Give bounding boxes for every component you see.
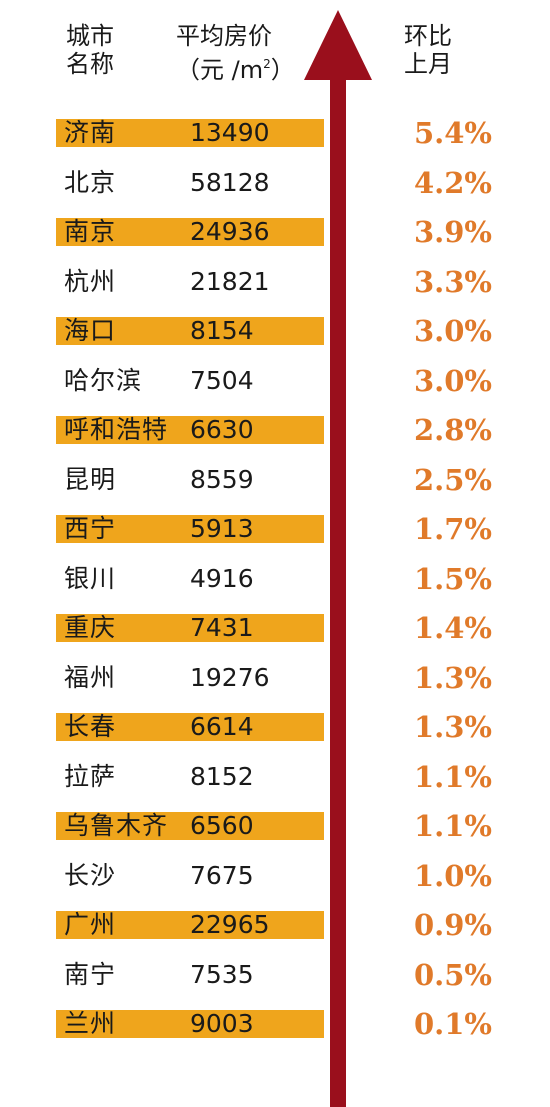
average-price-cell: 6560: [190, 811, 254, 840]
average-price-cell: 7535: [190, 959, 254, 989]
average-price-cell: 6614: [190, 712, 254, 741]
average-price-cell: 58128: [190, 167, 270, 197]
city-name-cell: 广州: [64, 910, 117, 939]
row-highlight-band: [56, 812, 324, 840]
header-price-superscript: 2: [263, 57, 271, 71]
month-change-cell: 0.1%: [413, 1007, 492, 1041]
month-change-cell: 1.4%: [413, 611, 492, 645]
arrow-head: [304, 10, 372, 1107]
city-name-cell: 济南: [64, 118, 117, 147]
month-change-cell: 4.2%: [413, 165, 492, 200]
average-price-cell: 21821: [190, 266, 270, 296]
city-name-cell: 长沙: [64, 860, 117, 890]
average-price-cell: 7675: [190, 860, 254, 890]
month-change-cell: 3.0%: [413, 363, 492, 398]
header-average-price: 平均房价 （元 /m2）: [176, 22, 295, 84]
average-price-cell: 8559: [190, 464, 254, 494]
header-city-line1: 城市: [66, 22, 114, 50]
month-change-cell: 2.8%: [413, 413, 492, 447]
header-price-close: ）: [270, 56, 295, 84]
average-price-cell: 13490: [190, 118, 270, 147]
month-change-cell: 2.5%: [413, 462, 492, 497]
month-change-cell: 0.9%: [413, 908, 492, 942]
header-price-unit: （元 /m: [176, 56, 264, 84]
month-change-cell: 5.4%: [413, 116, 492, 150]
header-change-line2: 上月: [404, 50, 452, 78]
header-price-line1: 平均房价: [176, 22, 272, 50]
city-name-cell: 银川: [64, 563, 117, 593]
month-change-cell: 0.5%: [413, 957, 492, 992]
city-name-cell: 北京: [64, 167, 117, 197]
city-name-cell: 拉萨: [64, 761, 117, 791]
row-highlight-band: [56, 416, 324, 444]
average-price-cell: 8154: [190, 316, 254, 345]
header-price-line2: （元 /m2）: [176, 50, 295, 84]
row-highlight-band: [56, 713, 324, 741]
average-price-cell: 4916: [190, 563, 254, 593]
month-change-cell: 1.3%: [413, 660, 492, 695]
average-price-cell: 5913: [190, 514, 254, 543]
city-name-cell: 昆明: [64, 464, 117, 494]
month-change-cell: 1.1%: [413, 759, 492, 794]
row-highlight-band: [56, 515, 324, 543]
month-change-cell: 1.3%: [413, 710, 492, 744]
month-change-cell: 1.0%: [413, 858, 492, 893]
city-name-cell: 海口: [64, 316, 117, 345]
row-highlight-band: [56, 1010, 324, 1038]
city-name-cell: 福州: [64, 662, 117, 692]
city-name-cell: 呼和浩特: [64, 415, 169, 444]
city-name-cell: 杭州: [64, 266, 117, 296]
city-name-cell: 兰州: [64, 1009, 117, 1038]
header-change-line1: 环比: [404, 22, 452, 50]
month-change-cell: 3.9%: [413, 215, 492, 249]
row-highlight-band: [56, 614, 324, 642]
average-price-cell: 6630: [190, 415, 254, 444]
header-month-change: 环比 上月: [404, 22, 452, 78]
average-price-cell: 19276: [190, 662, 270, 692]
average-price-cell: 9003: [190, 1009, 254, 1038]
city-name-cell: 南京: [64, 217, 117, 246]
city-name-cell: 西宁: [64, 514, 117, 543]
month-change-cell: 3.3%: [413, 264, 492, 299]
header-city-name: 城市 名称: [66, 22, 114, 78]
average-price-cell: 8152: [190, 761, 254, 791]
city-name-cell: 重庆: [64, 613, 117, 642]
row-highlight-band: [56, 119, 324, 147]
city-name-cell: 南宁: [64, 959, 117, 989]
city-name-cell: 哈尔滨: [64, 365, 143, 395]
month-change-cell: 1.7%: [413, 512, 492, 546]
row-highlight-band: [56, 317, 324, 345]
row-highlight-band: [56, 218, 324, 246]
month-change-cell: 1.5%: [413, 561, 492, 596]
city-name-cell: 长春: [64, 712, 117, 741]
average-price-cell: 7504: [190, 365, 254, 395]
month-change-cell: 3.0%: [413, 314, 492, 348]
month-change-cell: 1.1%: [413, 809, 492, 843]
average-price-cell: 22965: [190, 910, 270, 939]
header-city-line2: 名称: [66, 50, 114, 78]
average-price-cell: 7431: [190, 613, 254, 642]
row-highlight-band: [56, 911, 324, 939]
city-name-cell: 乌鲁木齐: [64, 811, 169, 840]
average-price-cell: 24936: [190, 217, 270, 246]
